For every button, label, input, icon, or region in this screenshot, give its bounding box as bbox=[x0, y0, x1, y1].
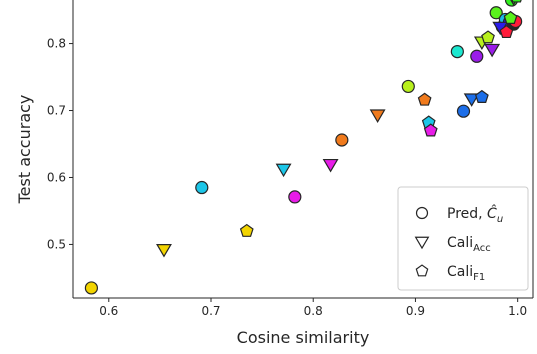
data-point bbox=[195, 180, 209, 195]
legend-label: CaliAcc bbox=[447, 235, 491, 254]
data-point bbox=[475, 89, 489, 103]
legend-marker-pentagon bbox=[415, 264, 429, 277]
legend-item: CaliAcc bbox=[414, 235, 491, 254]
data-point bbox=[417, 92, 432, 106]
legend-marker-circle bbox=[415, 206, 429, 220]
data-point bbox=[288, 190, 302, 204]
data-point bbox=[369, 109, 386, 123]
series-triangle-down bbox=[156, 0, 517, 258]
data-point bbox=[484, 43, 501, 58]
data-point bbox=[322, 158, 339, 173]
data-point bbox=[499, 24, 514, 39]
y-tick-label: 0.5 bbox=[47, 237, 66, 251]
legend-item: CaliF1 bbox=[415, 264, 485, 283]
data-point bbox=[156, 244, 172, 258]
x-tick-label: 0.8 bbox=[304, 304, 323, 318]
x-axis-label: Cosine similarity bbox=[237, 328, 370, 347]
x-tick-label: 1.0 bbox=[508, 304, 527, 318]
x-tick-label: 0.7 bbox=[201, 304, 220, 318]
legend-label: CaliF1 bbox=[447, 264, 485, 283]
data-point bbox=[470, 49, 484, 63]
plot-area bbox=[84, 0, 523, 295]
data-point bbox=[481, 30, 495, 44]
data-point bbox=[450, 44, 464, 59]
axes: 0.6 0.7 0.8 0.9 1.0 0.5 0.6 0.7 0.8 bbox=[47, 0, 534, 318]
series-pentagon bbox=[239, 0, 522, 237]
y-tick-label: 0.6 bbox=[47, 170, 66, 184]
data-point bbox=[503, 10, 518, 24]
x-tick-label: 0.9 bbox=[406, 304, 425, 318]
y-tick-label: 0.7 bbox=[47, 104, 66, 118]
data-point bbox=[275, 163, 292, 178]
data-point bbox=[335, 133, 349, 147]
data-point bbox=[84, 281, 99, 295]
y-tick-label: 0.8 bbox=[47, 37, 66, 51]
legend-box bbox=[397, 186, 529, 291]
y-axis-label: Test accuracy bbox=[15, 95, 34, 205]
legend: Pred, Ĉu CaliAcc CaliF1 bbox=[397, 186, 529, 291]
data-point bbox=[511, 0, 522, 3]
legend-marker-triangle-down bbox=[414, 236, 430, 250]
legend-label: Pred, Ĉu bbox=[447, 204, 503, 225]
data-point bbox=[463, 93, 480, 107]
data-point bbox=[423, 123, 438, 137]
legend-item: Pred, Ĉu bbox=[415, 204, 503, 225]
data-point bbox=[239, 223, 254, 237]
data-point bbox=[489, 6, 503, 20]
data-point bbox=[401, 79, 415, 94]
x-tick-label: 0.6 bbox=[99, 304, 118, 318]
data-point bbox=[456, 104, 471, 118]
